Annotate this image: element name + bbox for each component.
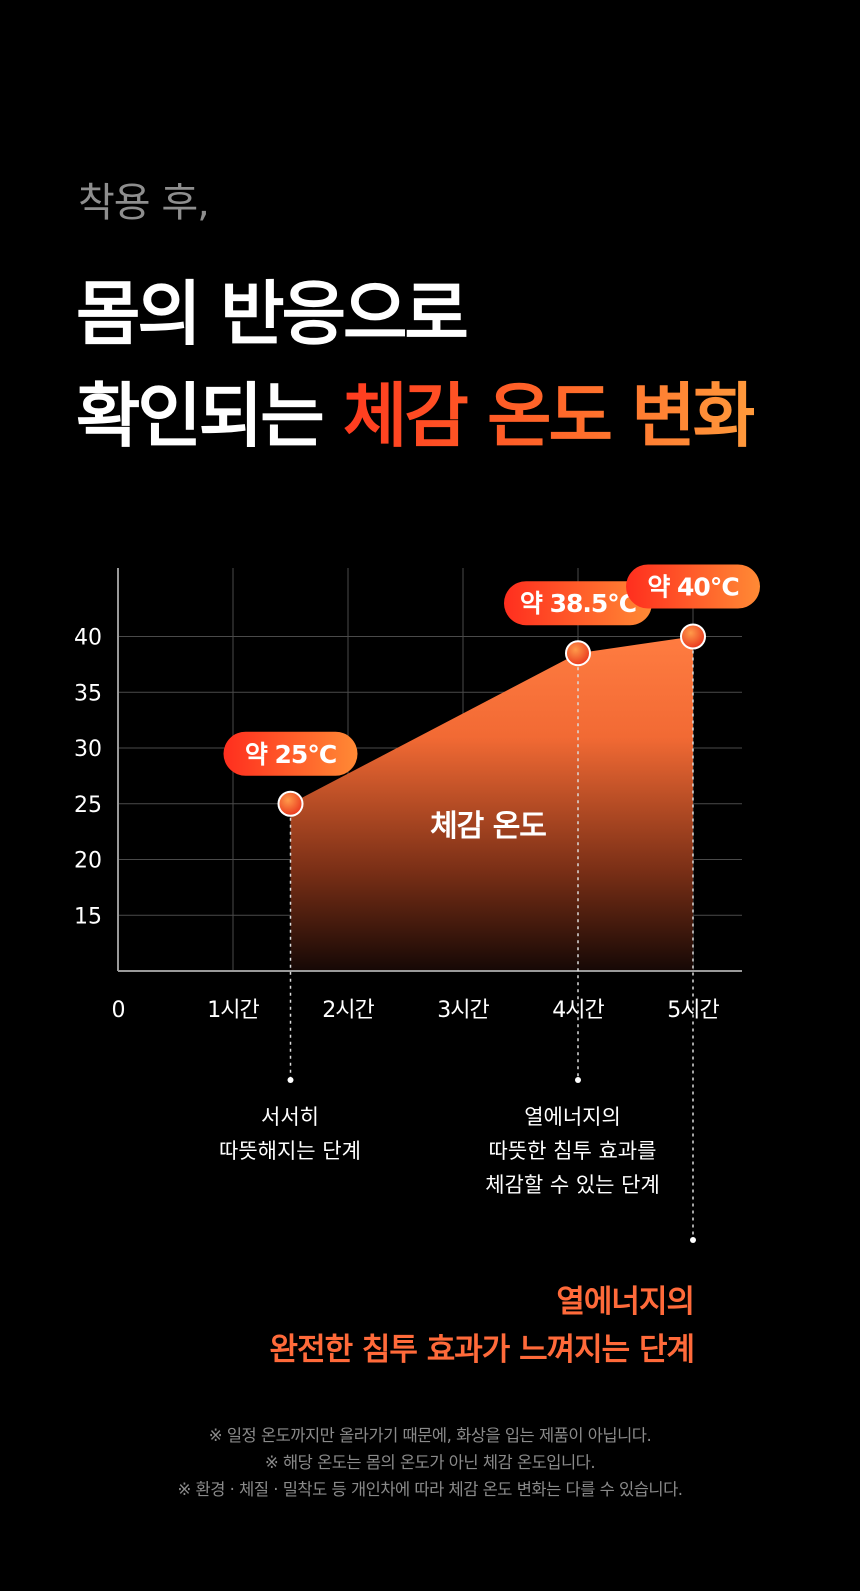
note-1: ※ 일정 온도까지만 올라가기 때문에, 화상을 입는 제품이 아닙니다. bbox=[208, 1426, 652, 1445]
headline-accent: 체감 온도 변화 bbox=[342, 375, 757, 457]
stage-2-line-3: 체감할 수 있는 단계 bbox=[485, 1173, 660, 1197]
stage-note-3: 열에너지의 완전한 침투 효과가 느껴지는 단계 bbox=[269, 1278, 695, 1374]
x-tick-label: 2시간 bbox=[322, 998, 374, 1023]
data-point bbox=[277, 790, 304, 817]
data-label: 약 38.5°C bbox=[520, 589, 636, 618]
stage-note-2: 열에너지의 따뜻한 침투 효과를 체감할 수 있는 단계 bbox=[450, 1100, 695, 1202]
data-label-badge bbox=[504, 581, 652, 626]
x-tick-label: 0 bbox=[112, 998, 125, 1023]
x-tick-label: 4시간 bbox=[552, 998, 604, 1023]
x-tick-label: 1시간 bbox=[207, 998, 259, 1023]
stage-3-line-2: 완전한 침투 효과가 느껴지는 단계 bbox=[269, 1332, 695, 1368]
y-tick-label: 20 bbox=[74, 849, 102, 874]
series-label: 체감 온도 bbox=[430, 809, 546, 844]
headline-line-2: 확인되는 체감 온도 변화 bbox=[76, 360, 757, 461]
guide-end-dot bbox=[575, 1077, 581, 1083]
x-tick-label: 5시간 bbox=[667, 998, 719, 1023]
stage-note-1: 서서히 따뜻해지는 단계 bbox=[190, 1100, 390, 1168]
intro-text: 착용 후, bbox=[78, 180, 210, 226]
note-2: ※ 해당 온도는 몸의 온도가 아닌 체감 온도입니다. bbox=[264, 1453, 596, 1472]
stage-1-line-1: 서서히 bbox=[261, 1105, 319, 1129]
data-label-badge bbox=[626, 564, 760, 609]
stage-2-line-1: 열에너지의 bbox=[524, 1105, 621, 1129]
y-tick-label: 35 bbox=[74, 681, 102, 706]
stage-2-line-2: 따뜻한 침투 효과를 bbox=[488, 1139, 657, 1163]
y-tick-label: 15 bbox=[74, 904, 102, 929]
stage-1-line-2: 따뜻해지는 단계 bbox=[219, 1139, 361, 1163]
x-tick-label: 3시간 bbox=[437, 998, 489, 1023]
y-tick-label: 30 bbox=[74, 737, 102, 762]
data-point bbox=[680, 623, 706, 650]
data-label: 약 40°C bbox=[647, 573, 738, 602]
guide-end-dot bbox=[287, 1077, 294, 1083]
note-3: ※ 환경 · 체질 · 밀착도 등 개인차에 따라 체감 온도 변화는 다를 수… bbox=[177, 1480, 683, 1499]
stage-3-line-1: 열에너지의 bbox=[556, 1284, 695, 1320]
y-tick-label: 40 bbox=[74, 626, 102, 651]
headline-prefix: 확인되는 bbox=[76, 375, 343, 457]
data-point bbox=[565, 640, 591, 667]
y-tick-label: 25 bbox=[74, 793, 102, 818]
disclaimer-notes: ※ 일정 온도까지만 올라가기 때문에, 화상을 입는 제품이 아닙니다. ※ … bbox=[0, 1422, 860, 1503]
data-label-badge bbox=[223, 731, 358, 776]
headline-line-1: 몸의 반응으로 bbox=[76, 273, 469, 355]
temperature-chart: 15 20 25 30 35 40 0 1시간 2시간 3시간 4시간 5시간 약 25°C 약 38.… bbox=[74, 564, 760, 1243]
guide-end-dot bbox=[690, 1237, 696, 1243]
area-fill bbox=[290, 636, 693, 971]
data-label: 약 25°C bbox=[245, 740, 336, 769]
